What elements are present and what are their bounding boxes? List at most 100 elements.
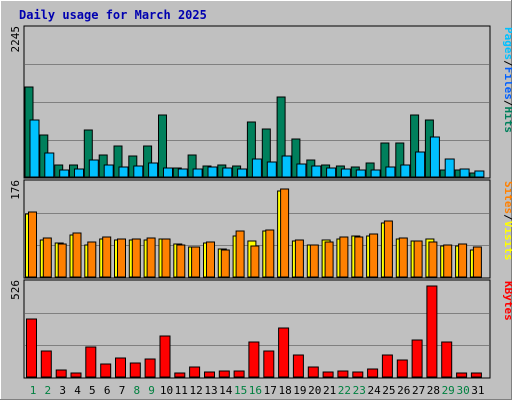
sites-bar-day-26: [398, 237, 408, 278]
kbytes-bar-day-31: [470, 372, 482, 378]
x-tick-label: 24: [367, 384, 381, 397]
legend-item: /: [502, 60, 512, 67]
legend-item: Hits: [502, 107, 512, 134]
x-tick-label: 17: [264, 384, 277, 397]
x-tick-label: 20: [308, 384, 321, 397]
kbytes-panel: 526 KBytes: [9, 279, 512, 379]
kbytes-bar-day-20: [307, 366, 319, 378]
sites-bar-day-17: [265, 229, 275, 278]
hits-bar-day-5: [83, 129, 93, 178]
kbytes-bar-day-14: [218, 370, 230, 378]
files-bar-day-20: [311, 165, 322, 178]
x-tick-label: 10: [160, 384, 173, 397]
x-tick-label: 8: [133, 384, 140, 397]
files-bar-day-26: [400, 164, 411, 178]
kbytes-bar-day-18: [278, 327, 290, 378]
kbytes-bar-day-24: [367, 368, 379, 378]
sites-panel: 176 Sites/Visits: [9, 179, 512, 279]
sites-bar-day-4: [72, 232, 82, 278]
sites-bar-day-19: [294, 239, 304, 278]
hits-bar-day-7: [113, 145, 123, 178]
files-bar-day-6: [103, 164, 114, 178]
kbytes-bar-day-26: [396, 359, 408, 378]
sites-bar-day-25: [383, 220, 393, 278]
files-bar-day-11: [177, 168, 188, 178]
hits-bar-day-26: [395, 142, 405, 178]
x-tick-label: 15: [234, 384, 247, 397]
legend-item: Files: [502, 67, 512, 100]
x-tick-label: 29: [442, 384, 455, 397]
files-bar-day-5: [88, 159, 99, 178]
x-tick-label: 12: [189, 384, 202, 397]
x-tick-label: 18: [278, 384, 291, 397]
files-bar-day-12: [192, 168, 203, 178]
files-bar-day-16: [251, 158, 262, 178]
sites-bar-day-18: [280, 188, 290, 278]
hits-bar-day-25: [380, 142, 390, 178]
x-tick-label: 5: [89, 384, 96, 397]
files-bar-day-22: [340, 168, 351, 178]
sites-bar-day-11: [176, 244, 186, 278]
kbytes-bar-day-25: [381, 354, 393, 378]
x-tick-label: 9: [148, 384, 155, 397]
legend-item: Pages: [502, 27, 512, 60]
files-bar-day-1: [29, 119, 40, 178]
files-bar-day-2: [44, 152, 55, 178]
sites-bar-day-13: [206, 241, 215, 278]
x-tick-label: 31: [471, 384, 484, 397]
legend-item: KBytes: [502, 281, 512, 321]
legend-kbytes-panel: KBytes: [502, 281, 512, 321]
files-bar-day-15: [237, 168, 248, 178]
x-tick-label: 3: [59, 384, 66, 397]
kbytes-bar-day-30: [456, 372, 468, 378]
legend-item: Sites: [502, 181, 512, 214]
sites-bar-day-21: [324, 241, 334, 278]
sites-bar-day-29: [443, 244, 453, 278]
legend-sites-panel: Sites/Visits: [502, 181, 512, 261]
x-tick-label: 1: [30, 384, 37, 397]
files-bar-day-17: [266, 161, 277, 178]
x-tick-label: 14: [219, 384, 233, 397]
sites-bar-day-2: [42, 237, 52, 278]
sites-bar-day-7: [117, 238, 126, 278]
hits-bar-day-19: [291, 138, 301, 178]
files-bar-day-30: [459, 168, 470, 178]
x-tick-label: 25: [382, 384, 395, 397]
kbytes-bar-day-15: [233, 370, 245, 378]
sites-bar-day-6: [102, 236, 112, 278]
sites-bar-day-14: [220, 249, 230, 278]
x-tick-label: 4: [74, 384, 81, 397]
kbytes-bar-day-3: [55, 369, 67, 378]
kbytes-bar-day-27: [411, 339, 423, 378]
kbytes-bar-day-8: [129, 362, 141, 378]
files-bar-day-8: [133, 165, 144, 178]
files-bar-day-14: [222, 167, 233, 178]
sites-bar-day-30: [458, 243, 468, 278]
x-tick-label: 6: [104, 384, 111, 397]
sites-bar-day-1: [28, 211, 37, 278]
sites-bar-day-3: [57, 243, 67, 278]
kbytes-bar-day-6: [100, 363, 112, 378]
sites-bar-day-23: [354, 236, 364, 278]
y-max-label: 176: [9, 180, 22, 200]
kbytes-bar-day-12: [189, 366, 201, 378]
hits-bar-day-9: [143, 145, 153, 178]
kbytes-bar-day-17: [263, 350, 275, 378]
sites-bar-day-22: [339, 236, 349, 278]
sites-bar-day-12: [191, 246, 201, 278]
files-bar-day-9: [148, 162, 159, 178]
files-bar-day-27: [415, 151, 426, 178]
x-tick-label: 2: [44, 384, 51, 397]
files-bar-day-21: [326, 167, 337, 178]
sites-bar-day-27: [413, 240, 423, 278]
x-tick-label: 30: [456, 384, 469, 397]
hits-bar-day-16: [246, 121, 256, 178]
x-tick-label: 19: [293, 384, 306, 397]
legend-item: /: [502, 214, 512, 221]
kbytes-bar-day-10: [159, 335, 171, 378]
legend-item: /: [502, 100, 512, 107]
hits-bar-day-18: [276, 96, 286, 178]
x-tick-label: 26: [397, 384, 410, 397]
x-tick-label: 28: [427, 384, 440, 397]
